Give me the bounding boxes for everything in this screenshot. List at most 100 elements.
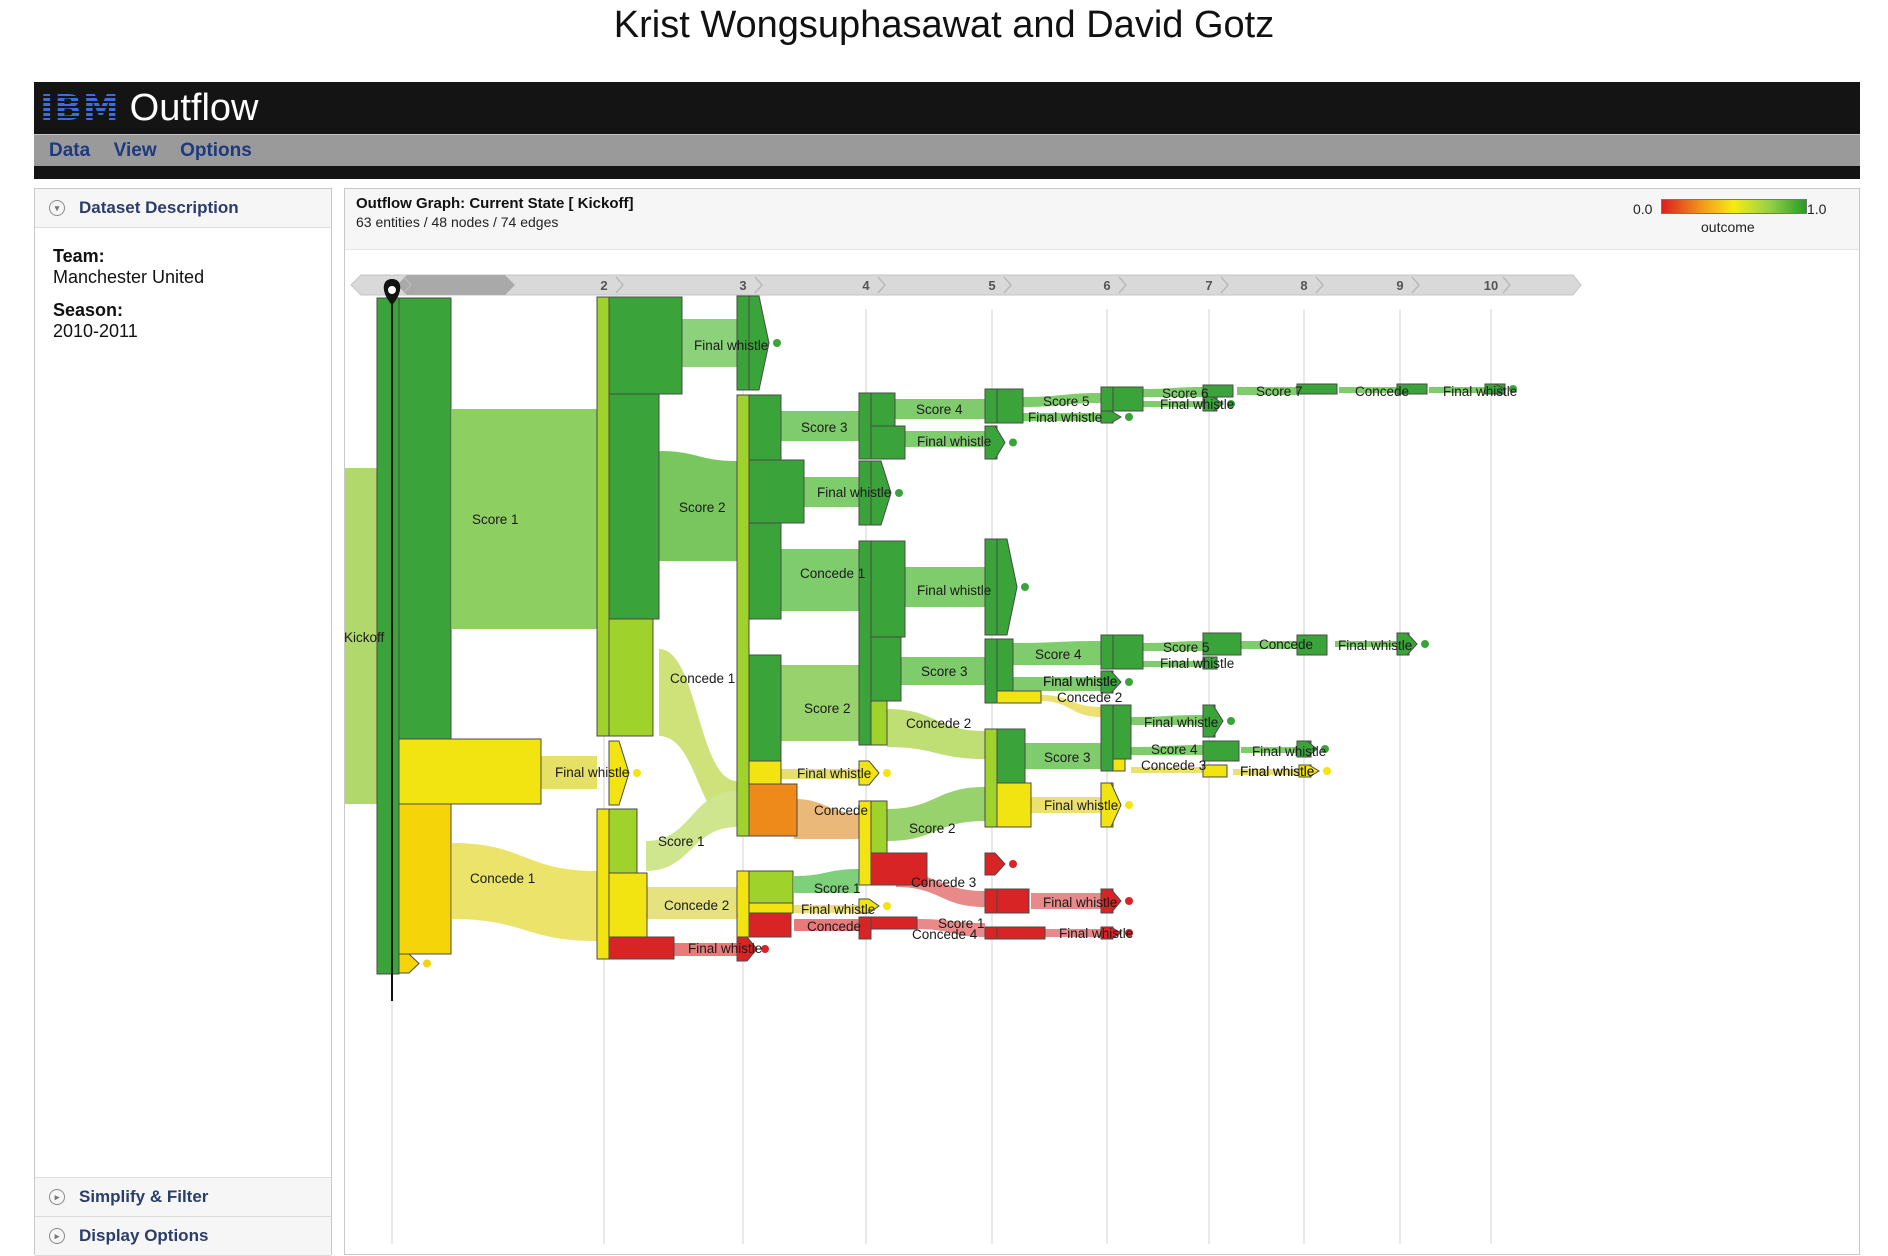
flow-node[interactable] xyxy=(1396,383,1428,395)
flow-node[interactable] xyxy=(1202,740,1240,762)
flow-link[interactable] xyxy=(895,399,985,419)
timeline-step-label[interactable]: 6 xyxy=(1103,278,1110,293)
final-whistle-end-marker[interactable] xyxy=(858,898,880,914)
flow-link[interactable] xyxy=(905,567,985,607)
flow-node[interactable] xyxy=(870,800,888,854)
flow-link[interactable] xyxy=(1339,387,1397,393)
menu-view[interactable]: View xyxy=(113,140,157,161)
flow-node[interactable] xyxy=(748,783,798,837)
timeline-step-label[interactable]: 4 xyxy=(862,278,870,293)
flow-node[interactable] xyxy=(1202,384,1234,398)
flow-link[interactable] xyxy=(899,657,985,685)
flow-link[interactable] xyxy=(1023,413,1101,421)
flow-node[interactable] xyxy=(996,782,1032,828)
flow-link[interactable] xyxy=(917,919,985,937)
flow-node[interactable] xyxy=(736,870,750,938)
flow-node[interactable] xyxy=(608,872,648,938)
flow-node[interactable] xyxy=(608,393,660,620)
flow-link[interactable] xyxy=(1131,745,1203,755)
flow-node[interactable] xyxy=(1202,656,1218,670)
flow-link[interactable] xyxy=(452,843,597,941)
flow-node[interactable] xyxy=(748,760,782,785)
flow-link[interactable] xyxy=(541,756,597,789)
display-options-header[interactable]: ▸ Display Options xyxy=(35,1217,331,1256)
timeline-step-label[interactable]: 10 xyxy=(1484,278,1498,293)
flow-node[interactable] xyxy=(748,912,792,938)
flow-node[interactable] xyxy=(608,808,638,874)
flow-link[interactable] xyxy=(781,411,859,441)
flow-node[interactable] xyxy=(870,540,906,638)
final-whistle-end-marker[interactable] xyxy=(1298,764,1320,778)
final-whistle-end-marker[interactable] xyxy=(1100,410,1122,424)
flow-link[interactable] xyxy=(1031,797,1101,813)
flow-link[interactable] xyxy=(887,709,985,759)
flow-link[interactable] xyxy=(794,919,859,931)
flow-node[interactable] xyxy=(996,388,1024,424)
flow-node[interactable] xyxy=(748,459,805,524)
menu-options[interactable]: Options xyxy=(180,140,252,161)
final-whistle-end-marker[interactable] xyxy=(984,852,1006,876)
flow-link[interactable] xyxy=(345,468,377,804)
timeline-step-label[interactable]: 5 xyxy=(988,278,995,293)
flow-link[interactable] xyxy=(781,665,859,741)
final-whistle-end-marker[interactable] xyxy=(996,538,1018,636)
flow-node[interactable] xyxy=(1202,632,1242,656)
final-whistle-end-marker[interactable] xyxy=(736,936,758,962)
flow-node[interactable] xyxy=(996,638,1014,692)
flow-link[interactable] xyxy=(1429,387,1485,393)
flow-node[interactable] xyxy=(748,870,794,904)
flow-link[interactable] xyxy=(781,549,859,611)
flow-link[interactable] xyxy=(1237,641,1297,649)
flow-node[interactable] xyxy=(858,392,872,460)
flow-node[interactable] xyxy=(996,690,1042,704)
flow-link[interactable] xyxy=(452,409,597,629)
flow-node[interactable] xyxy=(870,392,896,427)
timeline-step-label[interactable]: 8 xyxy=(1300,278,1307,293)
final-whistle-end-marker[interactable] xyxy=(1100,782,1122,828)
flow-node[interactable] xyxy=(984,388,998,424)
flow-node[interactable] xyxy=(870,700,888,746)
flow-node[interactable] xyxy=(608,296,683,395)
flow-link[interactable] xyxy=(1143,641,1203,651)
final-whistle-end-marker[interactable] xyxy=(1100,888,1122,914)
flow-link[interactable] xyxy=(1031,893,1101,909)
flow-link[interactable] xyxy=(887,787,985,841)
flow-node[interactable] xyxy=(1112,634,1144,670)
flow-link[interactable] xyxy=(646,887,737,919)
flow-node[interactable] xyxy=(984,926,998,940)
flow-node[interactable] xyxy=(1296,634,1328,656)
flow-link[interactable] xyxy=(659,451,737,561)
flow-link[interactable] xyxy=(646,791,737,871)
flow-node[interactable] xyxy=(870,916,918,930)
final-whistle-end-marker[interactable] xyxy=(1296,740,1318,758)
flow-link[interactable] xyxy=(1013,677,1101,691)
flow-node[interactable] xyxy=(870,852,928,886)
flow-node[interactable] xyxy=(870,636,902,702)
simplify-filter-header[interactable]: ▸ Simplify & Filter xyxy=(35,1178,331,1217)
final-whistle-end-marker[interactable] xyxy=(984,425,1006,460)
flow-link[interactable] xyxy=(1041,695,1101,717)
flow-link[interactable] xyxy=(781,769,859,779)
menu-data[interactable]: Data xyxy=(49,140,91,161)
flow-node[interactable] xyxy=(748,394,782,461)
final-whistle-end-marker[interactable] xyxy=(1100,926,1122,940)
flow-node[interactable] xyxy=(1112,758,1126,772)
flow-node[interactable] xyxy=(1100,704,1114,772)
flow-node[interactable] xyxy=(1112,704,1132,760)
flow-node[interactable] xyxy=(984,728,998,828)
flow-link[interactable] xyxy=(1131,767,1203,773)
flow-link[interactable] xyxy=(674,943,737,956)
flow-link[interactable] xyxy=(1335,641,1397,647)
flow-node[interactable] xyxy=(748,654,782,762)
flow-node[interactable] xyxy=(398,297,452,740)
flow-link[interactable] xyxy=(1023,393,1101,407)
flow-node[interactable] xyxy=(870,425,906,460)
flow-link[interactable] xyxy=(1131,715,1203,725)
flow-node[interactable] xyxy=(748,522,782,620)
timeline-step-label[interactable]: 7 xyxy=(1205,278,1212,293)
flow-node[interactable] xyxy=(608,618,654,737)
flow-link[interactable] xyxy=(1241,747,1301,753)
flow-node[interactable] xyxy=(608,936,675,960)
timeline-step-label[interactable]: 9 xyxy=(1396,278,1403,293)
